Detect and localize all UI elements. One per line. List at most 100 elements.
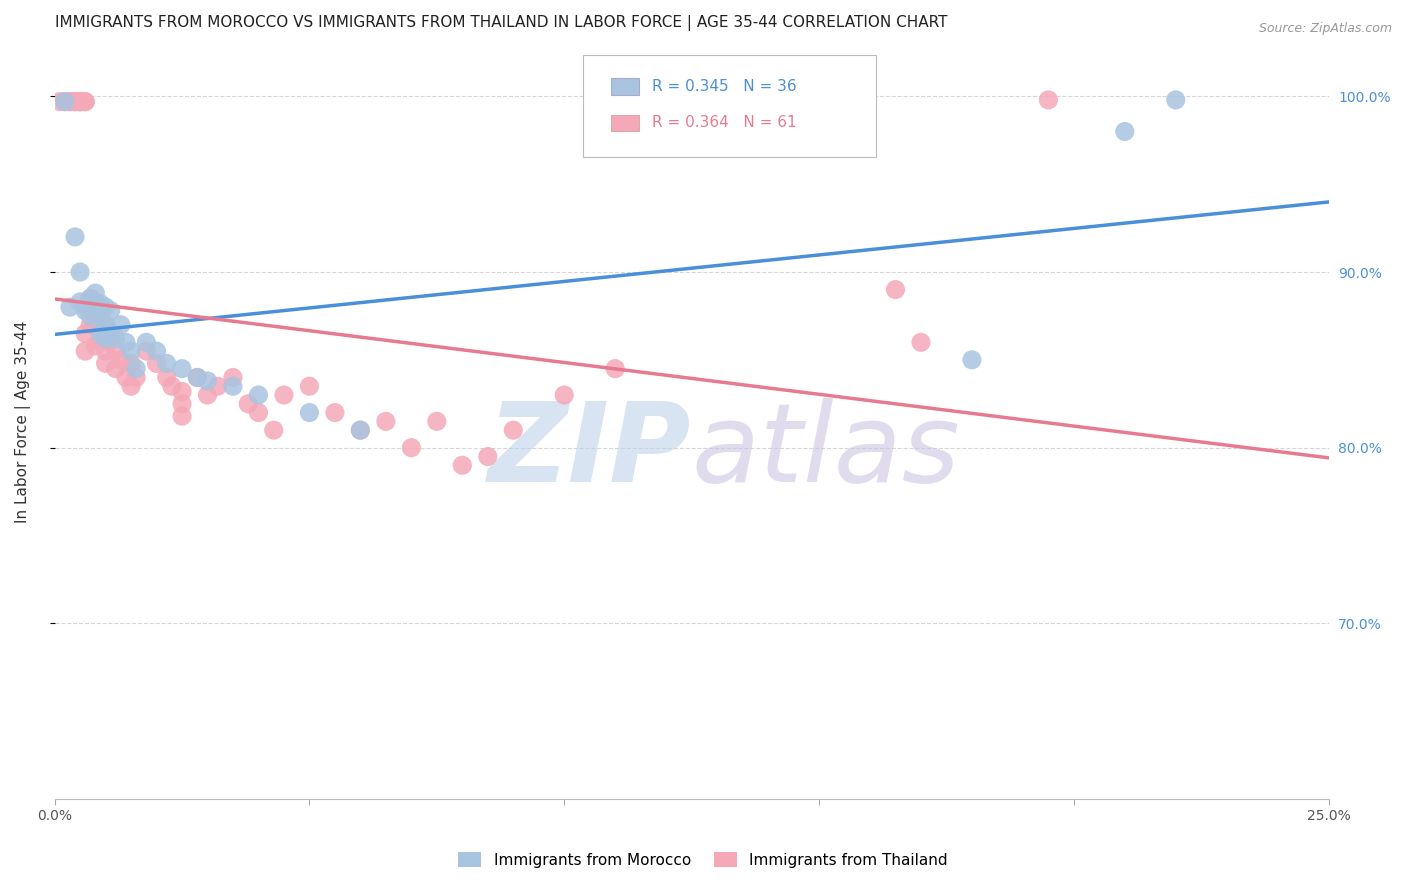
Point: [89, 326, 111, 341]
Point: [298, 379, 321, 393]
Point: [186, 370, 208, 384]
Point: [125, 361, 148, 376]
FancyBboxPatch shape: [583, 55, 876, 157]
Point: [1038, 93, 1060, 107]
Point: [238, 397, 260, 411]
Point: [451, 458, 474, 473]
Point: [79, 309, 101, 323]
Point: [884, 283, 907, 297]
Point: [156, 370, 179, 384]
Point: [120, 379, 142, 393]
Point: [84, 296, 107, 310]
Point: [186, 370, 208, 384]
Legend: Immigrants from Morocco, Immigrants from Thailand: Immigrants from Morocco, Immigrants from…: [451, 844, 955, 875]
Point: [135, 335, 157, 350]
Point: [94, 332, 117, 346]
Point: [910, 335, 932, 350]
Point: [75, 326, 97, 341]
Point: [1164, 93, 1187, 107]
Point: [69, 95, 91, 109]
Point: [94, 356, 117, 370]
Point: [349, 423, 371, 437]
Point: [273, 388, 295, 402]
Point: [75, 95, 97, 109]
Point: [94, 318, 117, 332]
Point: [207, 379, 229, 393]
Point: [84, 318, 107, 332]
Point: [59, 300, 82, 314]
Point: [426, 414, 449, 428]
Point: [69, 294, 91, 309]
Point: [125, 370, 148, 384]
Point: [115, 335, 138, 350]
Point: [69, 265, 91, 279]
Point: [100, 332, 122, 346]
Point: [298, 406, 321, 420]
Point: [170, 397, 193, 411]
Point: [247, 406, 270, 420]
Point: [222, 379, 245, 393]
Point: [197, 388, 219, 402]
Point: [120, 356, 142, 370]
Point: [59, 95, 82, 109]
Point: [104, 361, 127, 376]
Point: [94, 300, 117, 314]
Point: [120, 344, 142, 359]
Point: [63, 95, 86, 109]
Point: [48, 95, 70, 109]
Point: [135, 344, 157, 359]
FancyBboxPatch shape: [612, 115, 640, 131]
Point: [100, 303, 122, 318]
Point: [84, 339, 107, 353]
Point: [89, 296, 111, 310]
Point: [94, 344, 117, 359]
Point: [263, 423, 285, 437]
Point: [63, 95, 86, 109]
Point: [100, 326, 122, 341]
Point: [247, 388, 270, 402]
Point: [63, 230, 86, 244]
Point: [110, 318, 132, 332]
Point: [170, 409, 193, 423]
Point: [84, 286, 107, 301]
Point: [145, 344, 167, 359]
Point: [104, 332, 127, 346]
Point: [75, 344, 97, 359]
Point: [145, 356, 167, 370]
Point: [89, 303, 111, 318]
Point: [59, 95, 82, 109]
Text: IMMIGRANTS FROM MOROCCO VS IMMIGRANTS FROM THAILAND IN LABOR FORCE | AGE 35-44 C: IMMIGRANTS FROM MOROCCO VS IMMIGRANTS FR…: [55, 15, 948, 31]
Point: [553, 388, 575, 402]
Text: R = 0.345   N = 36: R = 0.345 N = 36: [652, 79, 797, 95]
Point: [477, 450, 499, 464]
Point: [160, 379, 183, 393]
Point: [89, 335, 111, 350]
Point: [605, 361, 627, 376]
Text: Source: ZipAtlas.com: Source: ZipAtlas.com: [1258, 22, 1392, 36]
Point: [75, 300, 97, 314]
Point: [94, 318, 117, 332]
Point: [69, 95, 91, 109]
FancyBboxPatch shape: [612, 78, 640, 95]
Point: [197, 374, 219, 388]
Point: [75, 95, 97, 109]
Point: [323, 406, 346, 420]
Point: [156, 356, 179, 370]
Text: ZIP: ZIP: [488, 398, 692, 505]
Point: [170, 361, 193, 376]
Text: atlas: atlas: [692, 398, 960, 505]
Point: [960, 352, 983, 367]
Point: [170, 384, 193, 399]
Point: [75, 303, 97, 318]
Point: [104, 344, 127, 359]
Point: [53, 95, 76, 109]
Point: [53, 95, 76, 109]
Point: [502, 423, 524, 437]
Point: [401, 441, 423, 455]
Point: [89, 309, 111, 323]
Point: [79, 292, 101, 306]
Y-axis label: In Labor Force | Age 35-44: In Labor Force | Age 35-44: [15, 320, 31, 523]
Point: [115, 370, 138, 384]
Point: [69, 95, 91, 109]
Text: R = 0.364   N = 61: R = 0.364 N = 61: [652, 115, 797, 130]
